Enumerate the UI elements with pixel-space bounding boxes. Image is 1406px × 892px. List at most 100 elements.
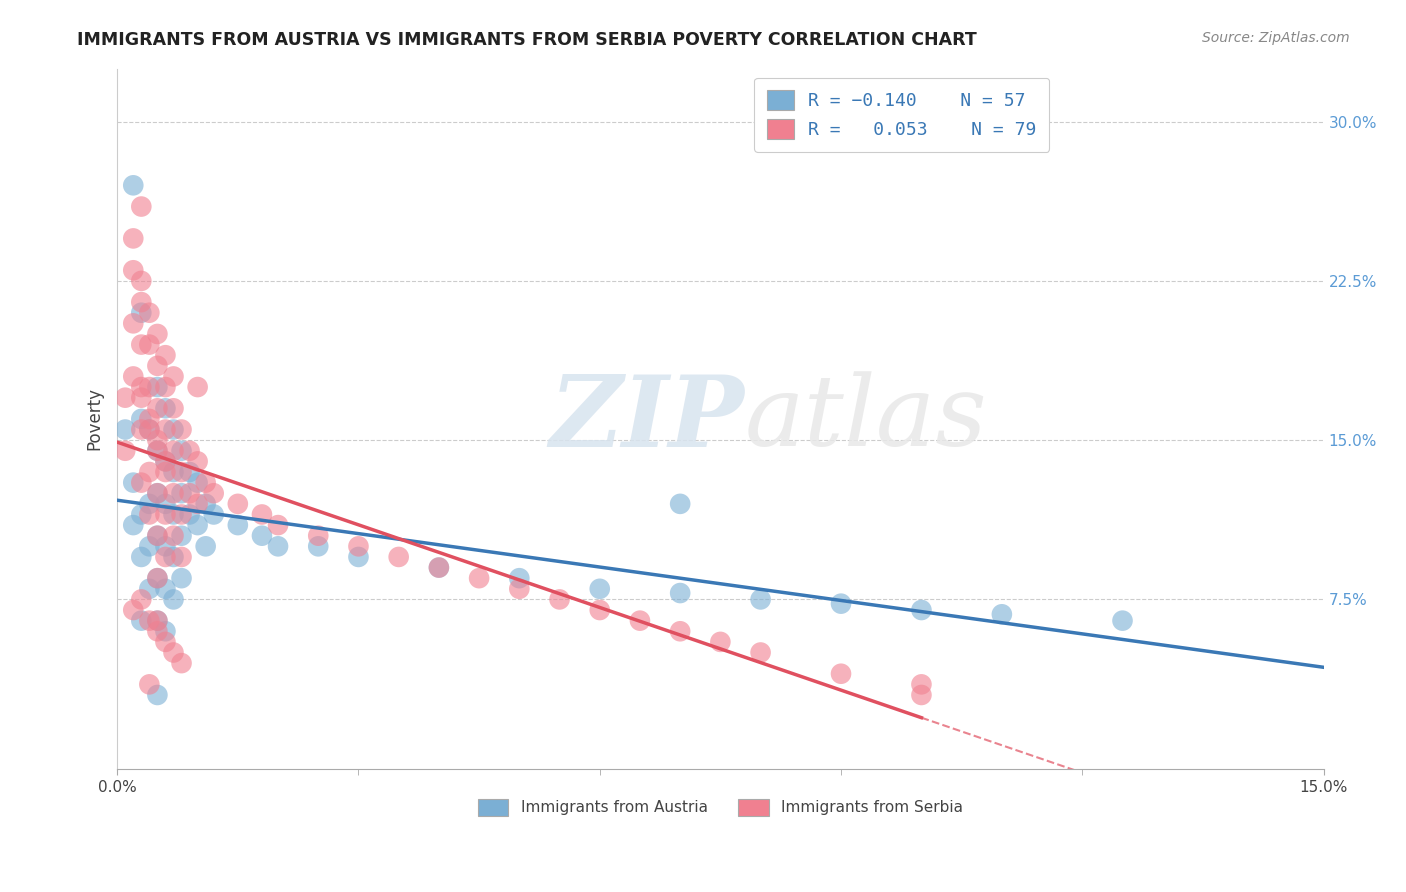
Point [226,518,249,533]
Point [162,549,184,564]
Point [138,582,160,596]
Point [202,508,225,522]
Point [427,560,450,574]
Point [628,614,651,628]
Point [138,497,160,511]
Point [179,465,201,479]
Point [131,200,153,214]
Point [122,369,145,384]
Point [307,539,329,553]
Point [194,475,217,490]
Point [155,497,177,511]
Text: atlas: atlas [745,371,987,467]
Point [155,508,177,522]
Point [138,306,160,320]
Point [131,391,153,405]
Point [138,337,160,351]
Point [114,391,136,405]
Point [138,508,160,522]
Point [250,529,273,543]
Point [830,597,852,611]
Point [669,497,692,511]
Point [122,178,145,193]
Point [122,603,145,617]
Point [146,326,169,341]
Point [146,443,169,458]
Point [187,475,209,490]
Point [122,518,145,533]
Point [146,380,169,394]
Point [114,423,136,437]
Point [131,306,153,320]
Point [267,539,290,553]
Point [749,592,772,607]
Point [162,443,184,458]
Point [122,475,145,490]
Point [138,380,160,394]
Point [122,263,145,277]
Point [170,486,193,500]
Point [155,465,177,479]
Point [146,433,169,447]
Point [122,231,145,245]
Point [162,529,184,543]
Point [155,549,177,564]
Point [162,465,184,479]
Point [138,423,160,437]
Point [910,688,932,702]
Point [146,571,169,585]
Point [131,412,153,426]
Point [170,423,193,437]
Point [202,486,225,500]
Point [991,607,1014,622]
Point [162,486,184,500]
Point [427,560,450,574]
Point [669,586,692,600]
Point [162,508,184,522]
Point [138,465,160,479]
Point [508,582,530,596]
Point [131,380,153,394]
Point [146,529,169,543]
Point [146,529,169,543]
Point [155,624,177,639]
Point [187,497,209,511]
Point [155,423,177,437]
Point [187,454,209,468]
Point [138,677,160,691]
Point [179,443,201,458]
Point [131,549,153,564]
Point [155,401,177,416]
Point [749,646,772,660]
Point [146,359,169,373]
Point [131,423,153,437]
Point [910,603,932,617]
Point [307,529,329,543]
Point [170,656,193,670]
Point [267,518,290,533]
Point [131,508,153,522]
Point [162,401,184,416]
Point [589,603,612,617]
Point [138,412,160,426]
Point [709,635,731,649]
Point [122,317,145,331]
Point [179,486,201,500]
Point [170,571,193,585]
Point [138,539,160,553]
Point [131,475,153,490]
Point [170,529,193,543]
Point [131,337,153,351]
Point [170,549,193,564]
Point [226,497,249,511]
Point [146,401,169,416]
Legend: Immigrants from Austria, Immigrants from Serbia: Immigrants from Austria, Immigrants from… [468,789,972,825]
Point [669,624,692,639]
Point [114,443,136,458]
Point [170,508,193,522]
Point [194,497,217,511]
Point [589,582,612,596]
Point [162,369,184,384]
Point [155,454,177,468]
Point [131,592,153,607]
